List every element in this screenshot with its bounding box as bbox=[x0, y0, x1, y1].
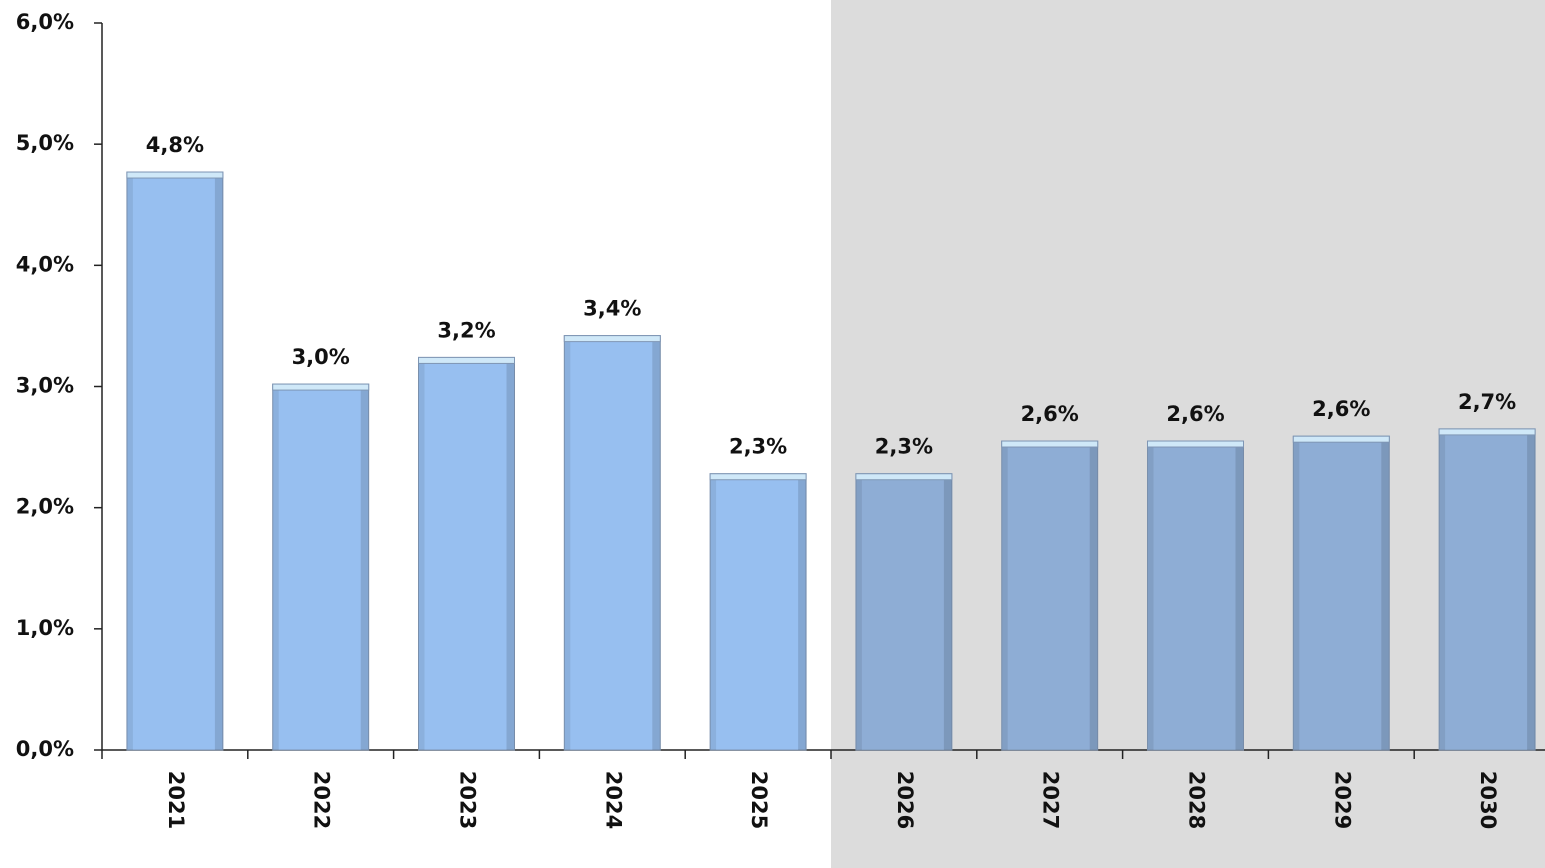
bar bbox=[418, 356, 515, 751]
x-tick-label: 2030 bbox=[1476, 771, 1500, 829]
value-label: 3,2% bbox=[437, 318, 495, 342]
value-label: 3,4% bbox=[583, 297, 641, 321]
bar bbox=[1001, 440, 1099, 751]
bar-shade bbox=[1089, 441, 1098, 750]
bar-shade bbox=[1439, 428, 1446, 750]
bar-cap bbox=[1147, 440, 1244, 448]
bar-shade bbox=[798, 473, 807, 750]
bar-shade bbox=[418, 357, 425, 750]
bar bbox=[709, 473, 807, 751]
value-label: 2,7% bbox=[1458, 390, 1516, 414]
bar-shade bbox=[272, 384, 279, 750]
bar-cap bbox=[563, 335, 661, 343]
bar bbox=[126, 171, 224, 751]
bar bbox=[855, 473, 953, 751]
x-tick-label: 2028 bbox=[1185, 771, 1209, 829]
x-tick-label: 2029 bbox=[1330, 771, 1354, 829]
bar bbox=[1438, 428, 1536, 751]
bar-shade bbox=[710, 473, 717, 750]
bar-shade bbox=[943, 473, 952, 750]
bar-shade bbox=[214, 172, 223, 750]
value-label: 4,8% bbox=[146, 133, 204, 157]
bar-cap bbox=[1001, 440, 1099, 448]
bar-shade bbox=[360, 384, 369, 750]
value-label: 2,6% bbox=[1312, 397, 1370, 421]
bar-cap bbox=[855, 473, 953, 481]
bar-cap bbox=[1438, 428, 1536, 436]
bar-cap bbox=[126, 171, 224, 179]
y-tick-label: 6,0% bbox=[16, 10, 74, 34]
bar-shade bbox=[1381, 436, 1390, 750]
x-tick-label: 2027 bbox=[1039, 771, 1063, 829]
y-tick-label: 4,0% bbox=[16, 252, 74, 276]
x-tick-label: 2024 bbox=[601, 771, 625, 829]
y-tick-label: 2,0% bbox=[16, 495, 74, 519]
y-tick-label: 5,0% bbox=[16, 131, 74, 155]
bar-cap bbox=[418, 356, 515, 364]
bar bbox=[272, 383, 370, 751]
value-label: 2,3% bbox=[729, 435, 787, 459]
bar bbox=[1147, 440, 1244, 751]
bar-cap bbox=[272, 383, 370, 391]
bar-shade bbox=[855, 473, 862, 750]
bar-shade bbox=[1235, 441, 1244, 750]
bar bbox=[1292, 435, 1390, 751]
bar-shade bbox=[1001, 441, 1008, 750]
x-tick-label: 2025 bbox=[747, 771, 771, 829]
bar bbox=[563, 335, 661, 751]
x-tick-label: 2021 bbox=[164, 771, 188, 829]
bar-shade bbox=[564, 335, 571, 750]
bar-shade bbox=[1147, 441, 1154, 750]
value-label: 2,6% bbox=[1021, 402, 1079, 426]
y-tick-label: 0,0% bbox=[16, 737, 74, 761]
bar-shade bbox=[506, 357, 515, 750]
x-tick-label: 2026 bbox=[893, 771, 917, 829]
value-label: 3,0% bbox=[292, 345, 350, 369]
value-label: 2,3% bbox=[875, 435, 933, 459]
y-tick-label: 1,0% bbox=[16, 616, 74, 640]
bar-shade bbox=[1293, 436, 1300, 750]
x-tick-label: 2022 bbox=[310, 771, 334, 829]
bar-shade bbox=[652, 335, 661, 750]
y-tick-label: 3,0% bbox=[16, 374, 74, 398]
bar-cap bbox=[1292, 435, 1390, 443]
bar-shade bbox=[1527, 428, 1536, 750]
value-label: 2,6% bbox=[1166, 402, 1224, 426]
x-tick-label: 2023 bbox=[456, 771, 480, 829]
bar-shade bbox=[126, 172, 133, 750]
bar-cap bbox=[709, 473, 807, 481]
